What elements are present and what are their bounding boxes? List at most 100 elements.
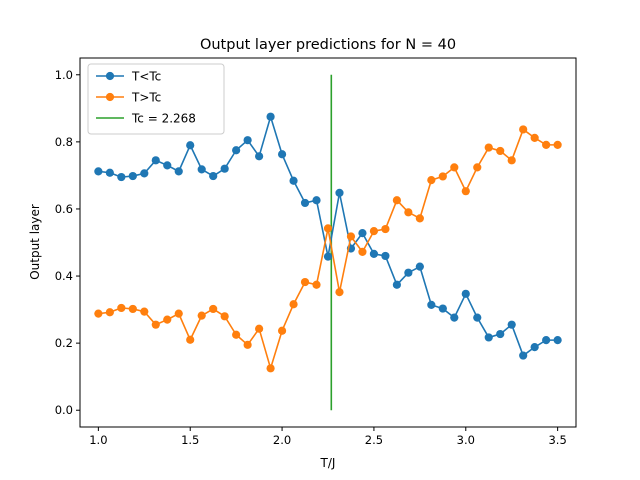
series-1-point [128,304,137,314]
series-0-point [323,252,333,261]
series-1-point [300,277,310,287]
series-1-point [277,326,287,335]
series-0-point [404,268,413,277]
series-1-point [530,133,539,142]
series-1-point [151,320,160,329]
y-tick-label: 0.6 [55,202,73,216]
legend-tc-label: Tc = 2.268 [131,112,196,126]
series-0-point [300,198,310,208]
series-1-point [369,226,379,236]
legend-series-1-label: T>Tc [131,91,161,105]
y-axis-label: Output layer [28,204,42,280]
legend-series-1-marker [105,92,115,102]
series-1-point [220,312,229,321]
series-1-point [461,187,470,196]
series-1-point [94,309,103,318]
series-0-point [507,320,516,329]
series-1-point [312,280,321,289]
series-1-point [415,214,424,223]
series-1-point [105,308,114,317]
series-1-point [323,224,333,233]
legend-series-0-label: T<Tc [131,70,161,84]
series-0-point [542,336,551,345]
legend-series-0-marker [105,71,115,81]
series-1-point [381,224,390,234]
series-0-point [358,229,367,238]
series-0-point [105,168,114,177]
series-0-point [496,329,505,339]
series-1-point [427,176,436,185]
series-1-point [404,208,413,217]
series-1-point [117,303,126,313]
series-0-point [530,343,539,352]
x-tick-label: 2.5 [365,433,383,447]
series-0-point [232,146,241,155]
series-1-point [496,146,505,156]
series-0-point [186,141,195,150]
series-0-point [197,165,206,174]
series-0-point [243,136,252,145]
x-tick-label: 1.5 [181,433,199,447]
series-1-point [163,315,172,324]
series-0-point [220,164,229,173]
series-0-point [163,161,172,170]
series-0-point [427,300,436,309]
series-1-point [289,300,298,309]
plot-area [94,74,562,411]
series-0-point [335,188,344,197]
x-tick-label: 1.0 [89,433,107,447]
series-0-point [94,167,103,176]
series-0-point [484,333,493,342]
series-0-point [392,280,401,289]
series-0-point [117,172,126,182]
series-0-point [461,289,470,298]
series-1-point [358,247,367,256]
y-tick-label: 0.0 [55,403,73,417]
plot-frame [79,57,577,428]
series-0-point [369,249,379,259]
series-0-point [381,251,390,261]
series-0-point [553,336,562,345]
legend-box [87,63,225,135]
y-tick-label: 0.8 [55,135,73,149]
series-1-point [438,172,447,181]
series-0-point [151,156,160,165]
y-tick-label: 1.0 [55,68,73,82]
series-0-point [209,171,218,181]
y-tick-label: 0.2 [55,336,73,350]
x-tick-label: 3.5 [548,433,566,447]
series-0-point [438,304,447,313]
series-0-point [255,152,264,161]
series-1-point [507,156,516,165]
series-0-point [289,176,298,185]
series-0-point [312,196,321,205]
x-tick-label: 2.0 [273,433,291,447]
x-tick-label: 3.0 [457,433,475,447]
series-1-point [140,307,149,316]
series-1-point [335,288,344,297]
series-0-point [140,169,149,178]
series-1-point [484,143,493,152]
series-0-point [277,150,287,159]
series-1-point [346,232,356,241]
x-axis-label: T/J [320,456,336,470]
legend: T<Tc T>Tc Tc = 2.268 [87,63,225,135]
series-1-point [209,304,218,314]
series-1-point [243,340,252,349]
series-0-point [266,112,275,121]
series-0-point [473,313,482,322]
series-1-point [392,196,401,205]
series-1-point [186,335,195,344]
series-1-point [232,330,241,339]
series-1-point [266,364,275,373]
series-1-point [553,140,562,149]
series-0-point [519,351,528,360]
series-1-point [174,309,183,318]
series-1-point [255,324,264,333]
x-axis: 1.0 1.5 2.0 2.5 3.0 3.5 [89,427,567,447]
series-0-point [128,171,137,181]
series-1-point [197,311,206,320]
y-tick-label: 0.4 [55,269,73,283]
series-1-point [519,125,528,134]
